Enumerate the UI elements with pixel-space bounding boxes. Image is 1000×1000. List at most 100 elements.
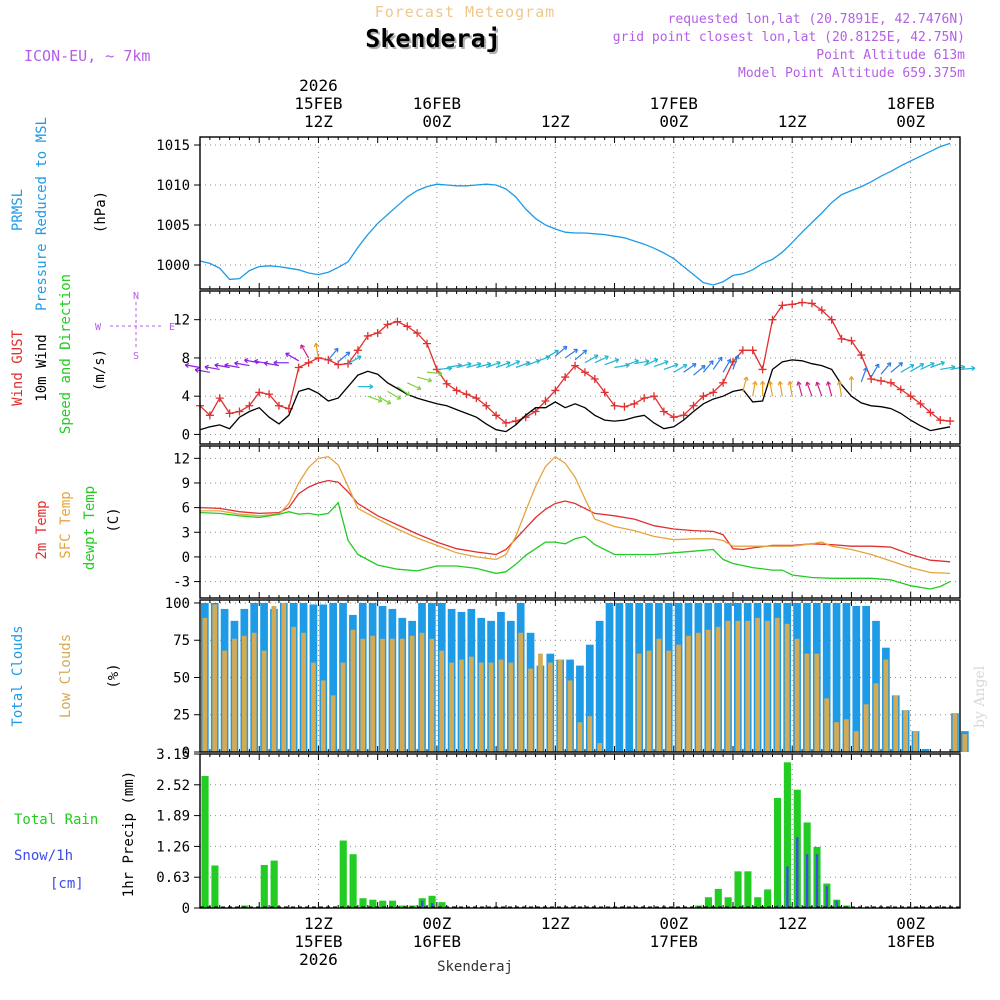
y-tick-label: 0.63	[156, 870, 190, 886]
y-tick-label: 12	[173, 451, 190, 467]
low-cloud-bar	[824, 698, 830, 752]
wind-arrow-head	[743, 376, 749, 381]
wind-arrow-head	[244, 358, 249, 364]
low-cloud-bar	[538, 653, 543, 752]
gust-marker	[847, 336, 856, 345]
total-cloud-bar	[822, 602, 831, 752]
gust-marker	[886, 378, 895, 387]
pressure-panel-labels: PRMSL Pressure Reduced to MSL (hPa)	[10, 117, 109, 311]
low-cloud-bar	[291, 626, 297, 752]
low-cloud-bar	[222, 650, 227, 752]
wind-arrow	[673, 364, 688, 373]
wind-arrow-head	[787, 381, 793, 386]
rain-bar	[270, 860, 278, 908]
wind-arrow	[327, 347, 339, 361]
panel-frame	[199, 136, 961, 290]
time-label-top: 12Z	[778, 112, 807, 131]
low-cloud-bar	[735, 620, 741, 752]
wind-arrow-head	[874, 363, 880, 369]
wind-arrow	[860, 367, 867, 383]
gust-marker	[205, 411, 214, 420]
time-label-top: 2026	[299, 76, 338, 95]
total-cloud-bar	[595, 620, 604, 752]
y-tick-label: 1.89	[156, 809, 190, 825]
low-cloud-bar	[844, 719, 849, 752]
low-cloud-bar	[251, 632, 257, 752]
wind-arrow-head	[285, 352, 290, 358]
total-cloud-bar	[576, 665, 584, 752]
series-line	[199, 142, 951, 286]
time-label-bottom: 15FEB	[294, 932, 342, 951]
wind-arrow	[285, 352, 300, 362]
wind-arrow	[446, 364, 462, 369]
series-line	[199, 359, 951, 433]
gust-marker	[442, 379, 451, 388]
total-cloud-bar	[605, 602, 614, 752]
wind-arrow-head	[416, 385, 422, 391]
low-cloud-bar	[508, 662, 514, 752]
wind-arrow-head	[848, 376, 855, 381]
low-cloud-bar	[439, 650, 445, 752]
wind-arrow	[564, 348, 578, 359]
pressure-unit: (hPa)	[93, 191, 109, 233]
low-cloud-bar	[370, 635, 376, 752]
wind-arrow	[806, 381, 813, 397]
compass-west: W	[95, 322, 102, 333]
subtitle: Forecast Meteogram	[375, 3, 556, 21]
wind-arrow	[712, 356, 723, 370]
y-tick-label: 0	[182, 901, 190, 917]
gust-marker	[413, 329, 422, 338]
low-cloud-bar	[409, 635, 415, 752]
rain-bar	[754, 897, 762, 908]
wind-arrow	[337, 351, 351, 363]
wind-arrow	[930, 361, 945, 369]
snow-bar	[430, 903, 434, 908]
wind-arrow	[643, 358, 659, 367]
rain-bar	[211, 865, 219, 908]
wind-arrow	[204, 366, 220, 371]
low-cloud-bar	[518, 632, 524, 752]
y-tick-label: 25	[173, 708, 190, 724]
wind-arrow-head	[369, 383, 374, 390]
rain-bar	[428, 895, 436, 908]
gust-marker	[225, 409, 234, 418]
snow-unit-label: [cm]	[50, 876, 84, 892]
total-cloud-bar	[921, 749, 930, 752]
wind-arrow	[702, 360, 714, 373]
gust-marker	[916, 399, 925, 408]
gust-marker	[580, 368, 589, 377]
rain-bar	[349, 854, 357, 908]
wind-arrow-head	[909, 364, 915, 369]
low-cloud-bar	[399, 638, 405, 752]
wind-arrow-head	[886, 362, 892, 367]
page-title-shadow: Skenderaj	[367, 26, 502, 55]
wind-arrow	[264, 362, 280, 367]
gust-marker	[501, 418, 510, 427]
low-cloud-bar	[952, 713, 958, 752]
low-cloud-bar	[390, 638, 395, 752]
wind-arrow-head	[759, 380, 766, 385]
wind-arrow	[959, 367, 975, 371]
wind-arrow-head	[593, 354, 599, 360]
gust-marker	[689, 401, 698, 410]
gust-marker	[255, 388, 264, 397]
wind-arrow-head	[467, 361, 472, 367]
total-cloud-bar	[319, 604, 328, 752]
y-tick-label: 1.26	[156, 839, 190, 855]
gust-marker	[383, 320, 392, 329]
low-cloud-bar	[873, 683, 879, 752]
wind-arrow	[663, 363, 679, 370]
compass-east: E	[169, 322, 175, 333]
wind-arrow-head	[796, 381, 802, 386]
wind-arrow-head	[377, 397, 383, 403]
gust-marker	[363, 331, 372, 340]
snow-bar	[796, 837, 799, 908]
low-cloud-bar	[853, 731, 859, 752]
wind-arrow	[407, 382, 422, 390]
model-altitude: Model Point Altitude 659.375m	[738, 66, 965, 81]
low-cloud-bar	[765, 620, 770, 752]
snow-bar	[421, 900, 424, 908]
wind-arrow-head	[919, 363, 925, 368]
wind-arrow-head	[700, 364, 706, 370]
gust-marker	[768, 315, 777, 324]
